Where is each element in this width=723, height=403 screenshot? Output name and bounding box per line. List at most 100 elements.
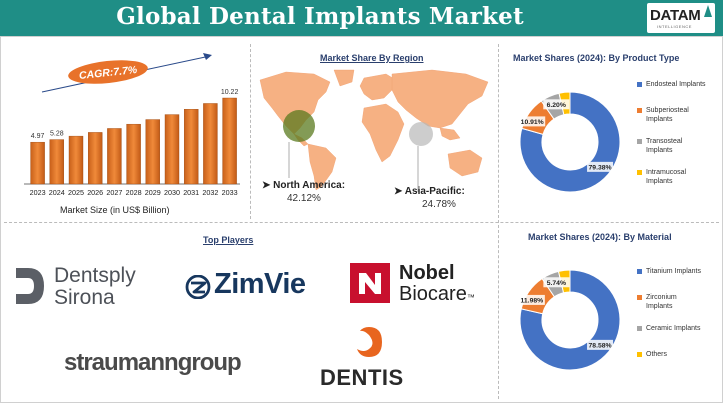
tick-label-2030: 2030 (164, 188, 180, 197)
value-label-titanium-implants: 78.58% (589, 342, 612, 349)
legend-label: Zirconium Implants (646, 294, 677, 310)
legend-label: Ceramic Implants (646, 325, 701, 332)
value-label-bg (543, 277, 570, 288)
material-title: Market Shares (2024): By Material (528, 232, 672, 242)
biocare-text: Biocare™ (399, 283, 475, 305)
legend-swatch (637, 326, 642, 331)
world-map (259, 69, 489, 192)
map-southeast-asia (439, 127, 461, 141)
zimvie-wordmark: ZimVie (214, 268, 306, 300)
value-label-endosteal-implants: 79.38% (589, 164, 612, 171)
value-label-bg (587, 161, 614, 172)
legend-swatch (637, 295, 642, 300)
dentis-logo-icon (357, 327, 382, 357)
tick-label-2028: 2028 (126, 188, 142, 197)
value-label-bg (519, 116, 546, 127)
cagr-badge (68, 60, 148, 84)
divider (4, 222, 719, 223)
chevron-right-icon: ➤ (394, 186, 405, 197)
dentsply-wordmark: Dentsply Sirona (54, 265, 136, 309)
map-south-america (307, 143, 337, 191)
header-bar: Global Dental Implants Market DATAM INTE… (0, 0, 723, 36)
material-legend: Titanium Implants Zirconium Implants Cerami… (637, 267, 721, 387)
tick-label-2024: 2024 (49, 188, 65, 197)
bar-2025 (68, 135, 84, 185)
tick-label-2023: 2023 (30, 188, 46, 197)
legend-swatch (637, 82, 642, 87)
legend-swatch (637, 108, 642, 113)
value-label-ceramic-implants: 5.74% (547, 280, 566, 287)
tick-label-2029: 2029 (145, 188, 161, 197)
page-title: Global Dental Implants Market (116, 3, 524, 30)
bar-chart-x-label: Market Size (in US$ Billion) (60, 205, 170, 215)
bar-2029 (145, 119, 161, 185)
chevron-right-icon: ➤ (262, 180, 274, 191)
asia-pacific-label: ➤ Asia-Pacific: (394, 186, 465, 197)
bar-2030 (164, 114, 180, 185)
data-label-2023: 4.97 (31, 133, 45, 140)
dentis-wordmark: DENTIS (320, 365, 404, 390)
tick-label-2033: 2033 (222, 188, 238, 197)
region-panel-title: Market Share By Region (320, 53, 424, 63)
product-type-donut-chart: 79.38% 10.91% 6.20% 3.51% (519, 80, 621, 193)
value-label-transosteal-implants: 6.20% (547, 102, 566, 109)
dentsply-sirona-logo-icon (16, 268, 44, 304)
divider (250, 44, 251, 219)
zimvie-logo-icon (185, 275, 211, 299)
material-donut-chart: 78.58% 11.98% 5.74% 3.69% (518, 258, 621, 371)
cagr-arrow-head-icon (203, 53, 212, 60)
dentsply-text: Dentsply (54, 264, 136, 287)
north-america-marker (283, 110, 315, 142)
sirona-text: Sirona (54, 286, 115, 309)
divider (498, 44, 499, 399)
bar-2024 (49, 139, 64, 185)
asia-pacific-value: 24.78% (422, 199, 456, 210)
bar-2028 (126, 123, 141, 185)
bar-2033 (222, 97, 237, 185)
legend-label: Intramucosal Implants (646, 169, 687, 185)
legend-swatch (637, 139, 642, 144)
legend-label: Transosteal Implants (646, 138, 683, 154)
brand-logo-text: DATAM (650, 7, 701, 24)
bar-2032 (203, 103, 218, 185)
data-label-2024: 5.28 (50, 131, 64, 138)
bar-2027 (107, 128, 122, 185)
logo-accent-icon (704, 5, 712, 17)
value-label-intramucosal-implants: 3.51% (552, 80, 571, 81)
players-panel-title: Top Players (203, 235, 254, 245)
data-label-2033: 10.22 (221, 89, 239, 96)
legend-label: Endosteal Implants (646, 81, 706, 88)
value-label-bg (543, 99, 570, 110)
tick-label-2031: 2031 (183, 188, 199, 197)
map-europe (359, 73, 397, 101)
value-label-others: 3.69% (552, 258, 571, 259)
tick-label-2026: 2026 (87, 188, 103, 197)
legend-label: Others (646, 351, 668, 358)
legend-label: Subperiosteal Implants (646, 107, 689, 123)
map-greenland (333, 69, 355, 87)
legend-swatch (637, 170, 642, 175)
brand-logo: DATAM INTELLIGENCE (647, 3, 715, 33)
map-africa (361, 103, 405, 163)
value-label-subperiosteal-implants: 10.91% (521, 119, 544, 126)
tick-label-2025: 2025 (68, 188, 84, 197)
value-label-bg (587, 339, 614, 350)
map-asia (391, 69, 489, 129)
product-type-legend: Endosteal Implants Subperiosteal Implants T… (637, 80, 721, 200)
value-label-zirconium-implants: 11.98% (521, 297, 544, 304)
nobel-biocare-logo-icon (350, 263, 390, 303)
product-type-title: Market Shares (2024): By Product Type (513, 53, 680, 63)
bar-2023 (30, 141, 45, 185)
bar-2031 (183, 109, 199, 185)
north-america-value: 42.12% (287, 193, 321, 204)
straumann-wordmark: straumanngroup (64, 349, 242, 376)
tick-label-2027: 2027 (106, 188, 122, 197)
value-label-bg (549, 80, 576, 82)
value-label-bg (548, 258, 575, 260)
brand-logo-subtitle: INTELLIGENCE (657, 24, 692, 29)
nobel-text: Nobel (399, 262, 455, 284)
asia-pacific-marker (409, 122, 433, 146)
tick-label-2032: 2032 (202, 188, 218, 197)
map-australia (447, 149, 483, 177)
